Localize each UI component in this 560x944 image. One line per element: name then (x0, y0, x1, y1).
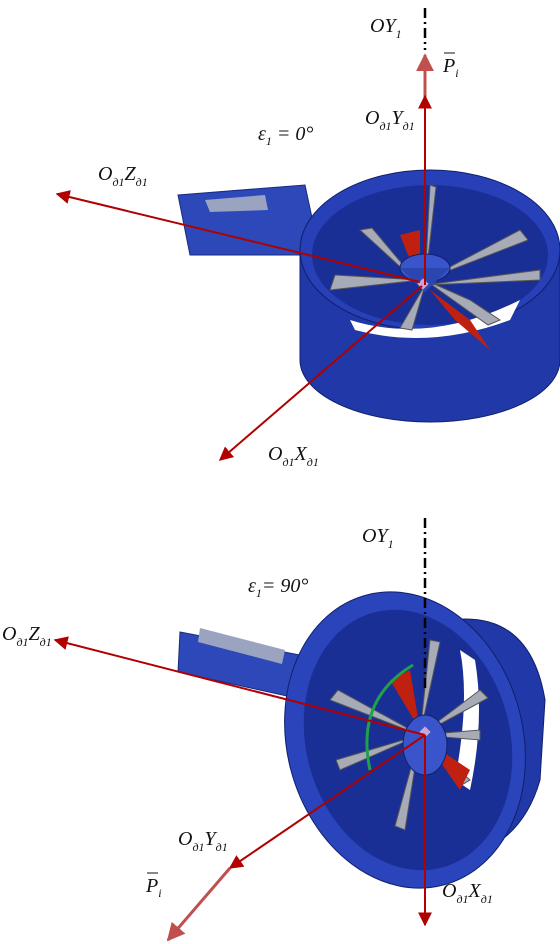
diagram: OY1 Pi Oд1Yд1 ε1 = 0° Oд1Zд1 Oд1Xд1 (0, 0, 560, 944)
label-part: OY (370, 15, 397, 37)
label-part: ε (248, 575, 256, 597)
label-part: д1 (379, 119, 391, 133)
label-part: 1 (388, 537, 394, 551)
label-part: X (294, 443, 308, 465)
panel-bottom: OY1 ε1= 90° Oд1Zд1 Oд1Yд1 Pi Oд1Xд1 (2, 518, 558, 940)
fan (178, 170, 560, 422)
label-part: д1 (282, 455, 294, 469)
label-part: д1 (136, 175, 148, 189)
label-part: O (268, 443, 282, 465)
label-part: д1 (216, 840, 228, 854)
label-part: OY (362, 525, 389, 547)
label-part: O (2, 623, 16, 645)
label-part: P (145, 875, 158, 897)
label-part: i (455, 66, 458, 80)
label-part: д1 (16, 635, 28, 649)
label-part: O (178, 828, 192, 850)
angle-label: ε1 = 0° (258, 123, 313, 148)
x-axis-label: Oд1Xд1 (442, 880, 493, 906)
panel-top: OY1 Pi Oд1Yд1 ε1 = 0° Oд1Zд1 Oд1Xд1 (57, 8, 560, 469)
label-part: д1 (481, 892, 493, 906)
force-arrow (168, 868, 230, 940)
label-part: = 0° (272, 123, 314, 145)
y-axis-label: Oд1Yд1 (365, 107, 415, 133)
fan (178, 565, 558, 916)
label-part: д1 (192, 840, 204, 854)
label-part: д1 (403, 119, 415, 133)
x-axis-label: Oд1Xд1 (268, 443, 319, 469)
label-part: X (468, 880, 482, 902)
oy-label: OY1 (362, 525, 394, 551)
label-part: д1 (307, 455, 319, 469)
label-part: д1 (456, 892, 468, 906)
label-part: = 90° (262, 575, 309, 597)
angle-label: ε1= 90° (248, 575, 308, 600)
label-part: д1 (40, 635, 52, 649)
z-axis-label: Oд1Zд1 (2, 623, 52, 649)
force-label: Pi (442, 55, 459, 80)
label-part: O (442, 880, 456, 902)
label-part: O (98, 163, 112, 185)
label-part: ε (258, 123, 266, 145)
label-part: O (365, 107, 379, 129)
y-axis-label: Oд1Yд1 (178, 828, 228, 854)
z-axis-label: Oд1Zд1 (98, 163, 148, 189)
label-part: 1 (396, 27, 402, 41)
oy-label: OY1 (370, 15, 402, 41)
label-part: P (442, 55, 455, 77)
label-part: д1 (112, 175, 124, 189)
label-part: i (158, 886, 161, 900)
force-label: Pi (145, 875, 162, 900)
